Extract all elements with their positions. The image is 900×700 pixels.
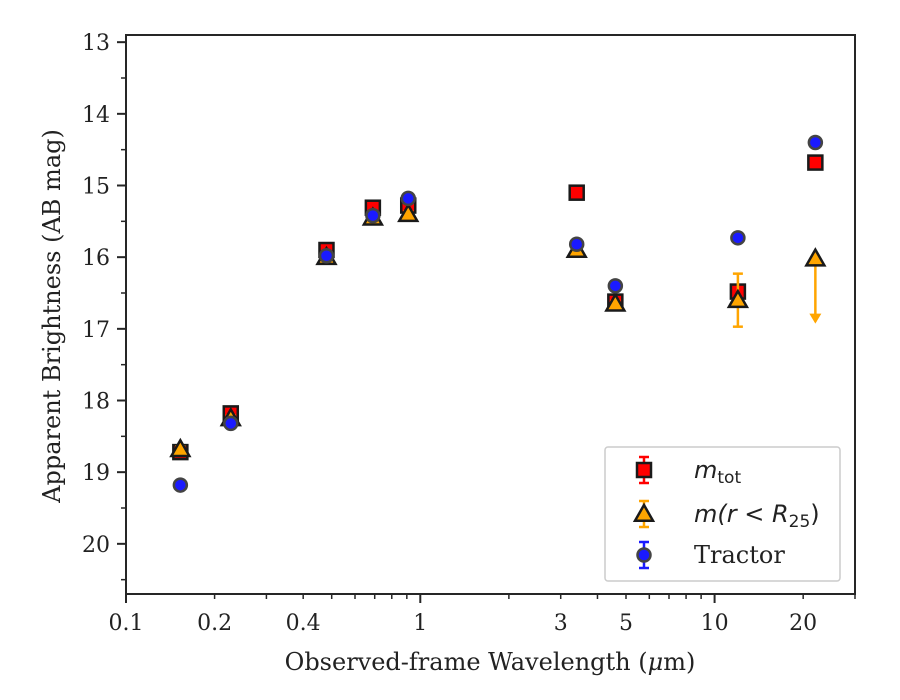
point-mr25 (169, 437, 192, 458)
upper-limit-arrowhead (809, 313, 822, 324)
point-tractor (568, 236, 585, 253)
point-mr25 (397, 202, 420, 223)
y-tick-label: 17 (82, 318, 110, 343)
legend-entry-mr25: m(r < R25) (632, 499, 820, 532)
point-mr25 (726, 288, 750, 309)
point-tractor (607, 278, 624, 294)
y-tick-label: 14 (82, 103, 110, 128)
x-tick-label: 3 (554, 611, 568, 636)
legend-label-main: m (694, 456, 717, 484)
x-axis-title: Observed-frame Wavelength (μm) (285, 648, 696, 676)
x-axis: 0.1 0.2 0.4 1 3 5 10 20 (109, 594, 856, 636)
point-mtot (568, 184, 585, 201)
point-tractor (172, 477, 189, 493)
point-tractor (223, 415, 239, 432)
legend: mtot m(r < R25) Tractor (604, 446, 841, 582)
legend-label-subscript: tot (717, 468, 741, 488)
y-tick-label: 18 (82, 390, 110, 415)
plot-frame (125, 34, 856, 595)
x-tick-label: 1 (413, 611, 427, 636)
y-tick-label: 16 (82, 246, 110, 271)
legend-label-main: m(r < R (694, 500, 789, 528)
legend-marker-tractor (636, 547, 652, 563)
point-tractor (807, 134, 824, 151)
legend-label: m(r < R25) (694, 500, 820, 532)
data-markers (169, 134, 827, 493)
legend-label: Tractor (694, 541, 785, 569)
x-tick-label: 0.4 (286, 611, 321, 636)
x-tick-label: 10 (701, 611, 729, 636)
y-tick-label: 15 (82, 175, 110, 200)
legend-label-tail: ) (810, 500, 819, 528)
legend-box (604, 446, 841, 582)
x-tick-label: 0.1 (109, 611, 144, 636)
legend-label: mtot (694, 456, 741, 488)
point-mtot (807, 154, 824, 171)
legend-marker-mtot (635, 461, 653, 479)
x-tick-label: 5 (619, 611, 633, 636)
point-tractor (400, 190, 416, 207)
point-tractor (318, 247, 335, 264)
series-tractor (172, 134, 824, 493)
series-mr25 (169, 202, 827, 458)
y-axis: 13 14 15 16 17 18 19 20 (82, 31, 126, 581)
legend-entry-mtot: mtot (635, 455, 741, 488)
point-mr25 (804, 247, 827, 267)
y-axis-title: Apparent Brightness (AB mag) (38, 129, 66, 504)
plot-area (125, 34, 856, 595)
point-mr25 (604, 292, 627, 312)
y-tick-label: 19 (82, 461, 110, 486)
y-tick-label: 20 (82, 533, 110, 558)
legend-marker-mr25 (632, 502, 656, 522)
legend-entry-tractor: Tractor (636, 540, 785, 570)
legend-label-subscript: 25 (789, 512, 811, 532)
x-tick-label: 0.2 (197, 611, 232, 636)
series-mtot (172, 154, 824, 461)
point-tractor (730, 230, 746, 246)
y-tick-label: 13 (82, 31, 110, 56)
x-tick-label: 20 (789, 611, 817, 636)
point-tractor (365, 207, 381, 224)
